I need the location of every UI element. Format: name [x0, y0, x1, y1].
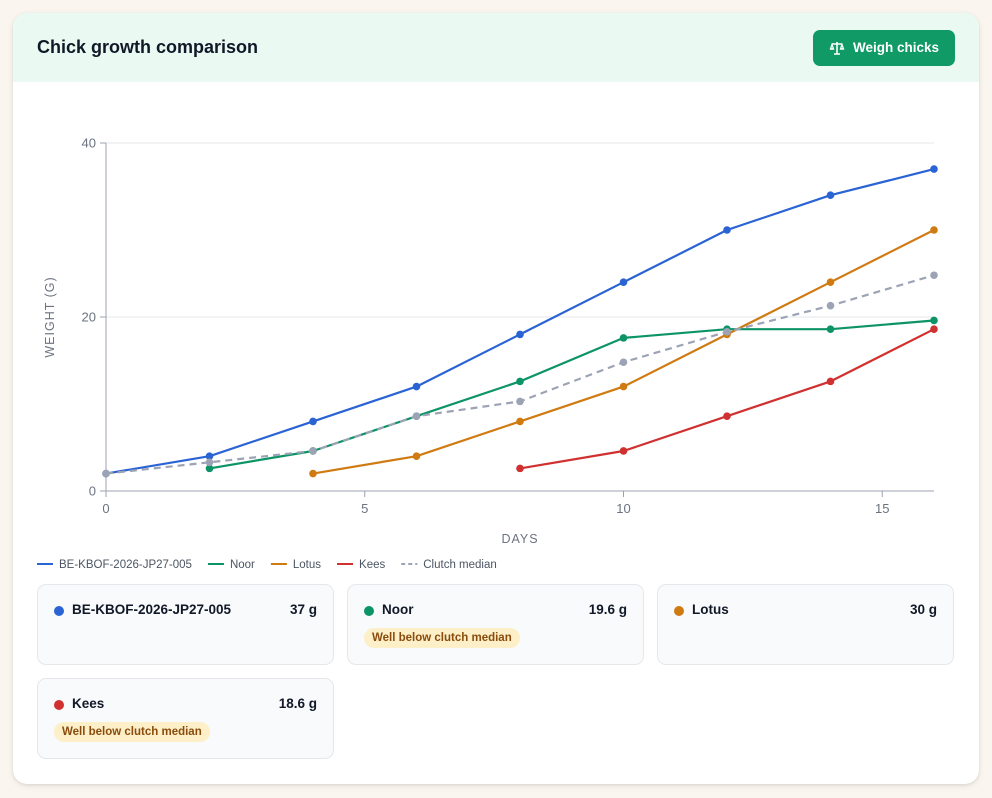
scale-icon — [829, 40, 845, 56]
chick-weight: 19.6 g — [588, 602, 627, 617]
weigh-chicks-label: Weigh chicks — [852, 40, 939, 55]
legend-item-2: Lotus — [270, 559, 321, 571]
data-point-4-8 — [930, 271, 938, 280]
series-3 — [516, 325, 938, 473]
data-point-3-1 — [619, 447, 628, 455]
data-point-0-2 — [309, 417, 317, 426]
x-axis-title: DAYS — [501, 532, 538, 546]
data-point-0-3 — [412, 382, 421, 391]
growth-chart-svg: 0 20 40 0 5 10 15 DAYS WEIGHT (G) BE-KBOF-2026-J… — [37, 136, 938, 571]
legend-item-1: Noor — [207, 559, 255, 571]
data-point-1-6 — [826, 325, 835, 333]
chick-name: Kees — [72, 696, 105, 711]
y-tick-label-0: 0 — [89, 484, 96, 499]
legend-label-3: Kees — [359, 559, 385, 571]
chick-color-dot — [674, 606, 684, 616]
chick-weight: 30 g — [909, 602, 937, 617]
data-point-1-0 — [205, 464, 214, 473]
legend-item-4: Clutch median — [401, 559, 497, 571]
legend-label-1: Noor — [230, 559, 255, 571]
status-badge: Well below clutch median — [54, 722, 210, 742]
chick-name: Noor — [382, 602, 414, 617]
chick-tile[interactable]: Lotus 30 g — [657, 584, 954, 665]
data-point-3-0 — [516, 464, 524, 473]
legend-label-4: Clutch median — [423, 559, 497, 571]
data-point-3-4 — [930, 325, 938, 333]
x-tick-label-10: 10 — [616, 501, 630, 516]
data-point-4-4 — [516, 397, 524, 406]
data-point-2-1 — [412, 452, 421, 461]
x-tick-label-0: 0 — [102, 501, 109, 516]
data-point-1-7 — [930, 316, 938, 325]
chick-weight: 18.6 g — [278, 696, 317, 711]
data-point-4-3 — [412, 412, 421, 420]
chick-weight: 37 g — [289, 602, 317, 617]
legend-label-0: BE-KBOF-2026-JP27-005 — [59, 559, 192, 571]
chick-name: Lotus — [692, 602, 729, 617]
status-badge: Well below clutch median — [364, 628, 520, 648]
data-point-2-6 — [930, 226, 938, 234]
y-axis-title: WEIGHT (G) — [43, 276, 57, 357]
chick-color-dot — [364, 606, 374, 616]
data-point-2-0 — [309, 469, 317, 478]
x-tick-label-5: 5 — [361, 501, 368, 516]
chick-name: BE-KBOF-2026-JP27-005 — [72, 602, 232, 617]
chart-grid — [106, 142, 934, 318]
series-line-0 — [105, 168, 935, 475]
chick-color-dot — [54, 606, 64, 616]
chick-tile[interactable]: Noor 19.6 g Well below clutch median — [347, 584, 644, 665]
series-line-1 — [209, 319, 935, 470]
data-point-2-5 — [826, 278, 835, 286]
data-point-4-1 — [205, 458, 214, 467]
data-point-0-8 — [930, 165, 938, 173]
data-point-0-1 — [205, 452, 214, 461]
data-point-2-3 — [619, 382, 628, 391]
data-point-0-4 — [516, 330, 524, 339]
legend-item-0: BE-KBOF-2026-JP27-005 — [37, 559, 192, 571]
data-point-1-3 — [516, 377, 524, 386]
chart-axes: 0 20 40 0 5 10 15 DAYS WEIGHT (G) — [43, 136, 934, 546]
y-tick-label-20: 20 — [82, 310, 96, 325]
card-header: Chick growth comparison Weigh chicks — [13, 13, 979, 82]
y-tick-label-40: 40 — [82, 136, 96, 151]
data-point-4-6 — [723, 327, 731, 336]
data-point-0-7 — [826, 191, 835, 199]
data-point-4-7 — [826, 301, 835, 310]
data-point-2-2 — [516, 417, 524, 426]
series-line-3 — [519, 328, 935, 470]
series-line-2 — [312, 229, 935, 475]
x-tick-label-15: 15 — [875, 501, 889, 516]
growth-chart: 0 20 40 0 5 10 15 DAYS WEIGHT (G) BE-KBOF-2026-J… — [13, 82, 979, 582]
data-point-3-2 — [723, 412, 731, 420]
weigh-chicks-button[interactable]: Weigh chicks — [812, 29, 955, 66]
data-point-0-6 — [723, 226, 731, 234]
series-line-4 — [105, 274, 935, 475]
data-point-4-5 — [619, 358, 628, 367]
chick-tile[interactable]: Kees 18.6 g Well below clutch median — [37, 678, 334, 759]
legend-item-3: Kees — [337, 559, 385, 571]
data-point-4-0 — [102, 469, 110, 478]
chart-legend: BE-KBOF-2026-JP27-005 Noor Lotus Kees Clutch… — [37, 559, 497, 571]
data-point-4-2 — [309, 447, 317, 455]
data-point-0-5 — [619, 278, 628, 286]
chart-series — [102, 165, 938, 478]
series-2 — [309, 226, 938, 478]
series-4 — [102, 271, 938, 478]
chick-tile[interactable]: BE-KBOF-2026-JP27-005 37 g — [37, 584, 334, 665]
legend-label-2: Lotus — [293, 559, 321, 571]
chick-color-dot — [54, 700, 64, 710]
data-point-1-4 — [619, 334, 628, 342]
data-point-3-3 — [826, 377, 835, 386]
growth-card: Chick growth comparison Weigh chicks 0 20… — [13, 13, 979, 784]
series-0 — [102, 165, 938, 478]
page-title: Chick growth comparison — [37, 37, 259, 57]
